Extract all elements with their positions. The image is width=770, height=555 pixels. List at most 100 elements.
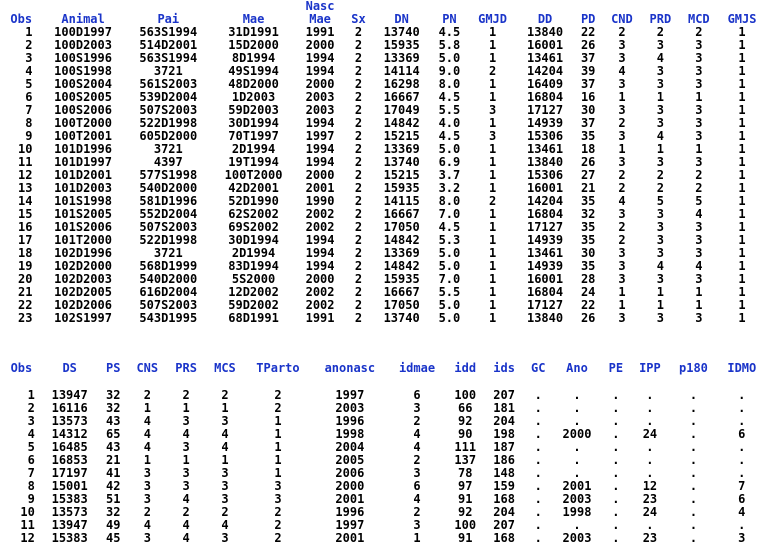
table-cell: 2002 bbox=[305, 285, 335, 299]
table-cell: 100S2004 bbox=[54, 77, 112, 91]
table-cell: 1 bbox=[738, 168, 746, 182]
table-cell: . bbox=[534, 492, 542, 506]
table-row: 8 15001 42 3 3 3 3 2000 6 97 159. 2001. 12. 7 bbox=[2, 480, 766, 493]
table-cell: 3 bbox=[618, 272, 626, 286]
table-cell: 2001 bbox=[335, 492, 365, 506]
table-cell: 1 bbox=[274, 427, 282, 441]
table-cell: . bbox=[738, 440, 746, 454]
table-cell: 2000 bbox=[335, 479, 365, 493]
table-cell: 4 bbox=[143, 518, 151, 532]
table-cell: 181 bbox=[493, 401, 515, 415]
table-cell: . bbox=[612, 453, 620, 467]
table-cell: 11 bbox=[20, 518, 35, 532]
table-cell: 8D1994 bbox=[231, 51, 276, 65]
column-header: Sx bbox=[351, 12, 366, 26]
column-header: Mae bbox=[309, 12, 331, 26]
column-header: Pai bbox=[157, 12, 180, 26]
listing-table-2: Obs DS PS CNS PRS MCS TParto anonasc idmae idd ids… bbox=[2, 362, 766, 545]
table-cell: 2 bbox=[413, 453, 421, 467]
table-cell: 8 bbox=[27, 479, 35, 493]
table-cell: 11 bbox=[18, 155, 33, 169]
table-cell: . bbox=[646, 388, 654, 402]
table-cell: 1 bbox=[738, 246, 746, 260]
table-cell: 16409 bbox=[526, 77, 564, 91]
table-cell: 8.0 bbox=[438, 77, 461, 91]
table-cell: 1D2003 bbox=[231, 90, 276, 104]
table-cell: 100T2001 bbox=[54, 129, 112, 143]
table-cell: 3 bbox=[143, 466, 151, 480]
table-cell: . bbox=[646, 414, 654, 428]
table-row: 2 100D2003 514D2001 15D2000 2000 2 15935 5.8 1 16… bbox=[2, 39, 766, 52]
table-cell: 1 bbox=[738, 272, 746, 286]
table-cell: 6 bbox=[27, 453, 35, 467]
table-cell: 3 bbox=[488, 129, 497, 143]
table-cell: 187 bbox=[493, 440, 515, 454]
table-cell: 3 bbox=[618, 103, 626, 117]
table-cell: 2000 bbox=[305, 168, 335, 182]
table-cell: 3.2 bbox=[438, 181, 461, 195]
table-cell: 37 bbox=[580, 77, 596, 91]
table-cell: 12 bbox=[20, 531, 35, 545]
table-cell: 97 bbox=[458, 479, 473, 493]
table-cell: . bbox=[689, 453, 698, 467]
table-cell: . bbox=[689, 505, 698, 519]
table-cell: 514D2001 bbox=[139, 38, 198, 52]
table-cell: 1 bbox=[488, 168, 497, 182]
table-cell: 14842 bbox=[383, 259, 420, 273]
table-cell: 35 bbox=[580, 259, 596, 273]
table-cell: 4 bbox=[695, 259, 703, 273]
table-cell: 2 bbox=[274, 388, 282, 402]
table-cell: . bbox=[534, 518, 542, 532]
table-cell: 2 bbox=[656, 181, 664, 195]
table-cell: 2 bbox=[221, 505, 229, 519]
table-cell: 1 bbox=[488, 142, 497, 156]
table-cell: 4 bbox=[182, 531, 190, 545]
table-cell: 1 bbox=[488, 116, 497, 130]
table-cell: 1 bbox=[488, 285, 497, 299]
table-row: 21 102D2005 616D2004 12D2002 2002 2 16667 5.5 1 1… bbox=[2, 286, 766, 299]
table-cell: 2 bbox=[221, 388, 229, 402]
table-cell: 24 bbox=[580, 285, 596, 299]
table-cell: 16485 bbox=[51, 440, 88, 454]
table-cell: 1 bbox=[488, 38, 497, 52]
table-cell: . bbox=[534, 414, 542, 428]
table-row: 12 15383 45 3 4 3 2 2001 1 91 168. 2003. 23. 3 bbox=[2, 532, 766, 545]
table-row: 20 102D2003 540D2000 5S2000 2000 2 15935 7.0 1 16… bbox=[2, 273, 766, 286]
table-cell: 17127 bbox=[526, 220, 564, 234]
table-cell: 2 bbox=[143, 388, 151, 402]
table-cell: 2 bbox=[695, 168, 703, 182]
table-cell: 3 bbox=[221, 466, 229, 480]
table-cell: 2 bbox=[354, 233, 363, 247]
table-cell: 522D1998 bbox=[139, 116, 198, 130]
table-cell: 2 bbox=[354, 64, 363, 78]
table-cell: 3 bbox=[695, 311, 703, 325]
table-cell: 2 bbox=[354, 116, 363, 130]
column-header: IPP bbox=[639, 361, 661, 375]
table-cell: 102D2003 bbox=[54, 272, 112, 286]
table-cell: 5.0 bbox=[438, 259, 461, 273]
table-cell: 13740 bbox=[383, 311, 420, 325]
table-cell: 4.5 bbox=[438, 129, 461, 143]
table-cell: 111 bbox=[454, 440, 477, 454]
table-cell: 102D1996 bbox=[54, 246, 112, 260]
table-cell: 507S2003 bbox=[139, 220, 198, 234]
table-cell: 13 bbox=[18, 181, 33, 195]
table-cell: 3 bbox=[695, 103, 703, 117]
table-cell: 1 bbox=[488, 298, 497, 312]
table-cell: 1 bbox=[738, 311, 746, 325]
table-cell: 3 bbox=[274, 492, 282, 506]
table-cell: 15215 bbox=[383, 129, 420, 143]
table-cell: 207 bbox=[493, 518, 515, 532]
listing-table-1-body: 1 100D1997 563S1994 31D1991 1991 2 13740 4.5 1 13… bbox=[2, 26, 766, 325]
table-cell: 39 bbox=[580, 64, 596, 78]
table-cell: 3 bbox=[488, 103, 497, 117]
table-cell: 507S2003 bbox=[139, 298, 198, 312]
table-cell: 16001 bbox=[526, 181, 564, 195]
table-cell: 1 bbox=[488, 90, 497, 104]
table-cell: 2 bbox=[182, 505, 190, 519]
table-cell: 1 bbox=[738, 155, 746, 169]
table-cell: 539D2004 bbox=[139, 90, 198, 104]
table-cell: . bbox=[612, 492, 620, 506]
table-cell: 2 bbox=[354, 272, 363, 286]
table-cell: 2 bbox=[354, 311, 363, 325]
